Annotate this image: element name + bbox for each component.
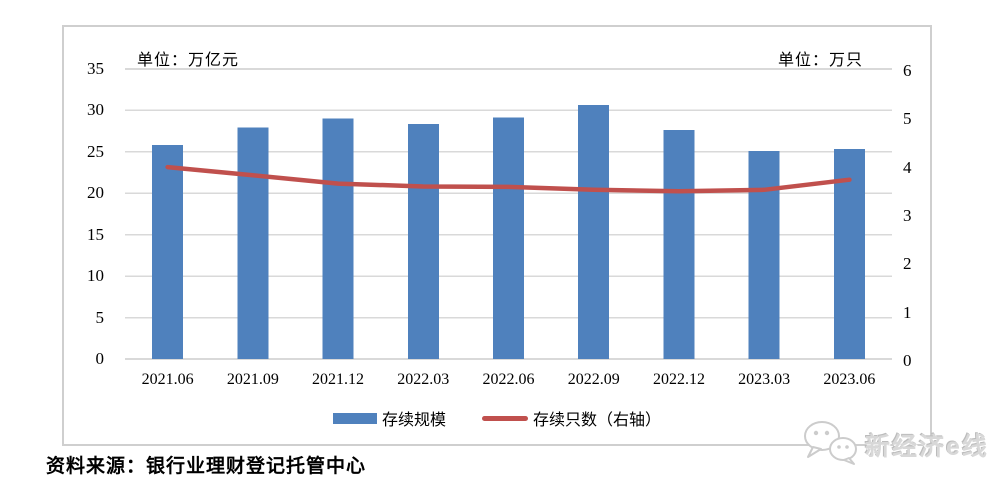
right-axis-unit-label: 单位：万只 bbox=[777, 52, 863, 69]
right-axis-tick: 2 bbox=[903, 254, 912, 274]
legend-item-line-series: 存续只数（右轴） bbox=[482, 406, 661, 430]
source-note: 资料来源：银行业理财登记托管中心 bbox=[46, 456, 367, 477]
left-axis-tick: 15 bbox=[87, 224, 104, 244]
x-axis-label: 2023.03 bbox=[738, 371, 791, 388]
x-axis-label: 2021.12 bbox=[312, 371, 365, 388]
x-axis-label: 2022.09 bbox=[567, 371, 620, 388]
left-axis-unit-label: 单位：万亿元 bbox=[137, 52, 240, 69]
x-axis-label: 2022.03 bbox=[397, 371, 450, 388]
legend-label-line-series: 存续只数（右轴） bbox=[533, 412, 662, 429]
right-axis-tick: 4 bbox=[903, 157, 912, 177]
legend-label-bar-series: 存续规模 bbox=[381, 412, 446, 429]
line-series-swatch bbox=[482, 415, 528, 421]
wechat-icon bbox=[800, 419, 862, 470]
x-axis-label: 2021.06 bbox=[141, 371, 194, 388]
legend-item-bar-series: 存续规模 bbox=[332, 406, 446, 430]
left-axis-tick: 25 bbox=[87, 141, 104, 161]
left-axis-tick: 5 bbox=[95, 307, 105, 327]
left-axis-tick: 20 bbox=[87, 183, 104, 203]
left-axis-tick: 35 bbox=[87, 59, 104, 78]
right-axis-tick: 3 bbox=[903, 206, 912, 225]
watermark-text: 新经济e线 bbox=[865, 432, 989, 461]
bar-series-swatch bbox=[332, 412, 377, 424]
x-axis-label: 2023.06 bbox=[823, 371, 876, 388]
right-axis-tick: 5 bbox=[903, 109, 912, 129]
x-axis-label: 2021.09 bbox=[226, 371, 279, 388]
left-axis-tick: 10 bbox=[87, 266, 104, 286]
x-axis-label: 2022.06 bbox=[482, 371, 535, 388]
right-axis-tick: 6 bbox=[903, 61, 912, 80]
x-axis-label: 2022.12 bbox=[652, 371, 705, 388]
right-axis-tick: 0 bbox=[903, 351, 912, 370]
left-axis-tick: 30 bbox=[87, 100, 104, 120]
right-axis-tick: 1 bbox=[903, 302, 912, 322]
left-axis-tick: 0 bbox=[95, 349, 105, 368]
watermark: 新经济e线 bbox=[800, 419, 989, 470]
legend: 存续规模 存续只数（右轴） bbox=[62, 406, 932, 430]
